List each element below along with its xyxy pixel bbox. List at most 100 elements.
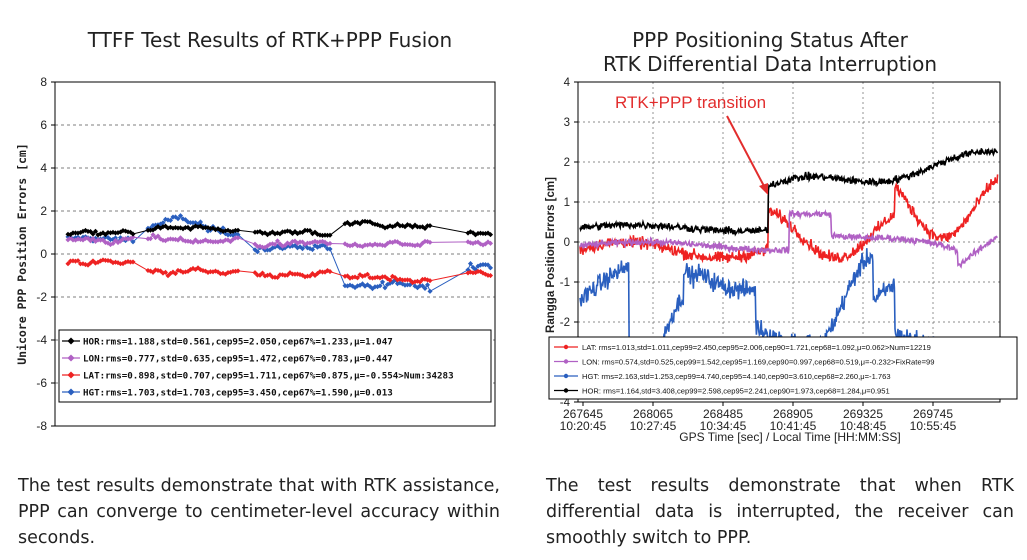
- left-y-tick-label: 0: [40, 247, 47, 261]
- left-point-lon: [272, 241, 278, 247]
- right-x-tick-gps: 267645: [563, 407, 603, 421]
- left-point-hor: [130, 231, 136, 237]
- left-point-hgt: [167, 217, 174, 223]
- left-point-lon: [150, 232, 156, 238]
- left-point-lat: [259, 270, 266, 276]
- left-y-axis-label: Unicore PPP Position Errors [cm]: [15, 143, 29, 365]
- left-y-tick-label: 4: [40, 161, 47, 175]
- left-point-lat: [387, 277, 393, 283]
- right-legend-marker-hgt: [563, 373, 569, 379]
- right-y-tick-label: 3: [564, 117, 570, 129]
- left-point-hor: [92, 228, 99, 234]
- left-point-hgt: [422, 285, 428, 291]
- left-point-hgt: [377, 283, 383, 289]
- left-point-lat: [274, 274, 281, 281]
- right-y-tick-label: -2: [560, 317, 570, 329]
- left-legend-text-lat: LAT:rms=0.898,std=0.707,cep95=1.711,cep6…: [83, 371, 454, 382]
- left-point-hgt: [254, 249, 261, 255]
- left-point-lat: [487, 273, 494, 279]
- transition-annotation-arrow: [726, 115, 766, 189]
- left-y-tick-label: -6: [36, 376, 47, 390]
- left-y-tick-label: -4: [36, 333, 47, 347]
- left-caption: The test results demonstrate that with R…: [18, 476, 500, 548]
- left-point-lon: [147, 236, 154, 242]
- left-point-lat: [172, 271, 179, 277]
- left-point-lat: [354, 275, 361, 281]
- left-point-lon: [90, 236, 96, 242]
- left-point-hgt: [424, 282, 431, 288]
- left-point-lon: [235, 235, 241, 241]
- right-chart-title-line2: RTK Differential Data Interruption: [602, 52, 938, 76]
- left-point-lon: [155, 233, 161, 239]
- left-point-hgt: [175, 216, 181, 222]
- left-point-hgt: [309, 246, 316, 253]
- right-y-tick-label: -1: [560, 277, 570, 289]
- left-point-lat: [75, 258, 81, 264]
- left-chart-title: TTFF Test Results of RTK+PPP Fusion: [87, 28, 453, 52]
- left-point-hgt: [327, 246, 333, 252]
- right-caption: The test results demonstrate that when R…: [546, 476, 1014, 548]
- right-y-tick-label: -4: [560, 397, 571, 409]
- right-legend-marker-hor: [563, 388, 569, 393]
- left-point-hor: [90, 231, 96, 237]
- left-legend-marker-hor: [67, 337, 75, 345]
- left-point-lat: [162, 269, 169, 275]
- right-legend-box: [548, 336, 1018, 400]
- left-legend-marker-lat: [67, 371, 75, 379]
- left-point-hgt: [177, 213, 184, 219]
- left-point-hgt: [112, 235, 119, 241]
- left-point-hgt: [197, 219, 204, 225]
- left-point-hor: [235, 227, 241, 233]
- left-point-hor: [307, 228, 313, 234]
- left-point-hor: [427, 223, 433, 229]
- left-point-lon: [110, 240, 116, 247]
- right-series-line-lon: [579, 208, 998, 269]
- left-legend-text-hor: HOR:rms=1.188,std=0.561,cep95=2.050,cep6…: [83, 337, 393, 348]
- transition-annotation: RTK+PPP transition: [615, 93, 766, 112]
- left-legend-marker-lon: [67, 354, 75, 362]
- right-series-line-hor: [579, 147, 999, 237]
- left-y-tick-label: 6: [40, 118, 47, 132]
- left-point-lon: [327, 240, 333, 247]
- left-y-tick-label: -2: [36, 290, 47, 304]
- left-point-hgt: [130, 239, 136, 245]
- right-y-tick-label: 4: [564, 77, 571, 89]
- left-point-lat: [427, 278, 433, 284]
- right-x-tick-gps: 268065: [633, 407, 673, 421]
- left-point-hgt: [485, 262, 491, 268]
- left-y-tick-label: -8: [36, 419, 47, 433]
- right-x-tick-gps: 268905: [773, 407, 813, 421]
- right-y-tick-label: 0: [564, 237, 570, 249]
- right-x-tick-gps: 269745: [913, 407, 953, 421]
- left-legend-marker-hgt: [67, 388, 75, 396]
- left-point-hgt: [235, 232, 241, 238]
- left-point-lat: [417, 279, 423, 285]
- right-x-tick-gps: 268485: [703, 407, 743, 421]
- right-legend-text-lon: LON: rms=0.574,std=0.525,cep99=1.542,cep…: [582, 358, 934, 367]
- left-point-lat: [327, 269, 333, 275]
- right-x-tick-gps: 269325: [843, 407, 883, 421]
- left-point-hor: [487, 232, 494, 238]
- left-legend-box: [58, 329, 492, 403]
- right-x-tick-local: 10:48:45: [840, 419, 887, 433]
- left-point-hgt: [487, 265, 494, 271]
- transition-arrow-head: [759, 183, 768, 195]
- left-point-hgt: [427, 288, 433, 294]
- right-x-axis-label: GPS Time [sec] / Local Time [HH:MM:SS]: [679, 430, 900, 444]
- right-x-tick-local: 10:41:45: [770, 419, 817, 433]
- right-legend-marker-lat: [563, 344, 569, 350]
- left-point-hgt: [379, 279, 386, 285]
- right-y-tick-label: 1: [564, 197, 570, 209]
- left-point-hor: [327, 232, 333, 238]
- left-point-lat: [235, 268, 241, 274]
- left-y-tick-label: 8: [40, 75, 47, 89]
- left-point-hgt: [382, 285, 388, 291]
- left-point-hgt: [467, 261, 474, 267]
- right-x-tick-local: 10:34:45: [700, 419, 747, 433]
- left-legend-text-lon: LON:rms=0.777,std=0.635,cep95=1.472,cep6…: [83, 354, 393, 365]
- left-point-hgt: [160, 220, 166, 226]
- right-x-tick-local: 10:27:45: [630, 419, 677, 433]
- right-x-tick-local: 10:55:45: [910, 419, 957, 433]
